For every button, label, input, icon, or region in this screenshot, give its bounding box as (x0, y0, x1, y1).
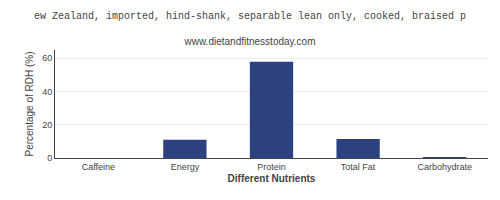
svg-text:Caffeine: Caffeine (82, 162, 115, 172)
svg-text:40: 40 (42, 87, 52, 97)
svg-text:Total Fat: Total Fat (341, 162, 376, 172)
svg-text:60: 60 (42, 53, 52, 63)
svg-text:ew Zealand, imported, hind-sha: ew Zealand, imported, hind-shank, separa… (34, 11, 466, 22)
svg-text:20: 20 (42, 120, 52, 130)
svg-text:Different Nutrients: Different Nutrients (228, 173, 316, 184)
svg-text:Protein: Protein (257, 162, 286, 172)
svg-text:Percentage of RDH (%): Percentage of RDH (%) (24, 51, 35, 156)
svg-text:Energy: Energy (171, 162, 200, 172)
svg-text:www.dietandfitnesstoday.com: www.dietandfitnesstoday.com (184, 36, 316, 47)
svg-text:Carbohydrate: Carbohydrate (417, 162, 472, 172)
svg-text:0: 0 (47, 153, 52, 163)
